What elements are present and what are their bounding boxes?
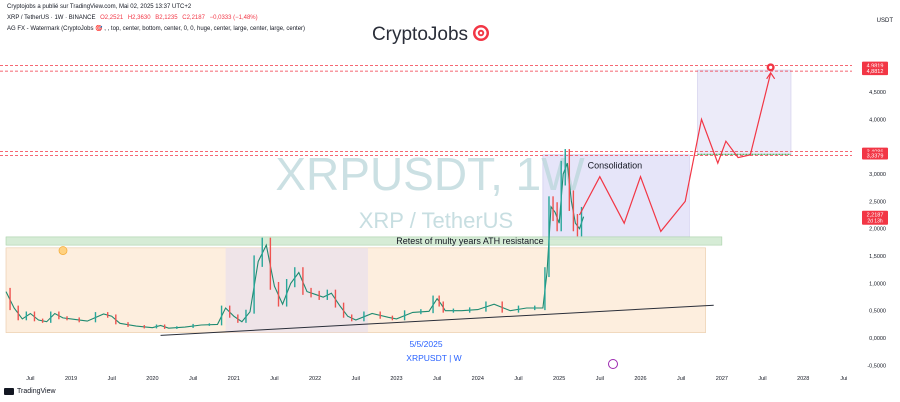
ohlc-close: C2,2187 xyxy=(182,15,205,21)
x-tick-label-11: 2024 xyxy=(472,376,484,382)
caption-date: 5/5/2025 xyxy=(409,339,442,349)
support-trendline xyxy=(160,304,714,336)
y-tick-label-4: 3,0000 xyxy=(869,172,886,178)
ohlc-low: B2,1235 xyxy=(155,15,178,21)
watermark-ticker: XRPUSDT, 1W xyxy=(275,148,585,200)
symbol-line: XRP / TetherUS · 1W · BINANCE O2,2521 H2… xyxy=(7,15,258,21)
ohlc-high: H2,3630 xyxy=(127,15,151,21)
x-tick-label-12: Juil xyxy=(514,376,522,382)
x-tick-label-6: Juil xyxy=(270,376,278,382)
x-tick-label-20: Jui xyxy=(840,376,847,382)
x-tick-label-8: Juil xyxy=(352,376,360,382)
level-tag-label-1: 4,8812 xyxy=(867,69,884,75)
x-tick-label-17: 2027 xyxy=(716,376,728,382)
currency-label: USDT xyxy=(877,18,894,24)
price-line xyxy=(5,162,585,329)
target-marker-inner xyxy=(769,65,773,69)
y-tick-label-2: 4,0000 xyxy=(869,117,886,123)
x-tick-label-18: Juil xyxy=(758,376,766,382)
tradingview-logo[interactable]: TradingView xyxy=(4,388,56,395)
level-tag-1 xyxy=(862,67,888,76)
current-price-label: 2,2187 xyxy=(867,213,884,219)
tradingview-icon xyxy=(4,388,14,395)
y-tick-label-8: 1,0000 xyxy=(869,281,886,287)
y-tick-label-6: 2,0000 xyxy=(869,227,886,233)
x-tick-label-2: Juil xyxy=(108,376,116,382)
x-tick-label-7: 2022 xyxy=(309,376,321,382)
x-tick-label-10: Juil xyxy=(433,376,441,382)
x-tick-label-1: 2019 xyxy=(65,376,77,382)
level-tag-label-0: 4,9819 xyxy=(867,64,884,70)
projection-arrow xyxy=(766,71,776,80)
y-tick-label-5: 2,5000 xyxy=(869,199,886,205)
x-tick-label-5: 2021 xyxy=(228,376,240,382)
range-start-marker xyxy=(58,246,68,255)
zone-ath-resistance xyxy=(5,236,723,246)
published-line: Cryptojobs a publié sur TradingView.com,… xyxy=(7,4,192,10)
ohlc-open: O2,2521 xyxy=(100,15,124,21)
x-tick-label-0: Juil xyxy=(26,376,34,382)
brand-name: CryptoJobs xyxy=(372,24,468,45)
y-tick-label-11: -0,5000 xyxy=(867,363,886,369)
x-tick-label-15: 2026 xyxy=(634,376,646,382)
x-tick-label-16: Juil xyxy=(677,376,685,382)
y-tick-label-1: 4,5000 xyxy=(869,90,886,96)
target-icon xyxy=(473,25,489,41)
x-tick-label-14: Juil xyxy=(596,376,604,382)
y-tick-label-7: 1,5000 xyxy=(869,254,886,260)
tradingview-label: TradingView xyxy=(17,388,56,395)
countdown-label: 2d 13h xyxy=(867,219,883,225)
projection-path xyxy=(578,72,772,233)
x-tick-label-9: 2023 xyxy=(390,376,402,382)
level-tag-3 xyxy=(862,151,888,160)
watermark-pair: XRP / TetherUS xyxy=(359,208,513,233)
current-price-tag xyxy=(862,210,888,225)
ohlc-change: −0,0333 (−1,48%) xyxy=(209,15,258,21)
consolidation-label: Consolidation xyxy=(588,161,643,171)
zone-previous-cycle xyxy=(225,247,368,333)
x-tick-label-19: 2028 xyxy=(797,376,809,382)
y-tick-label-10: 0,0000 xyxy=(869,336,886,342)
symbol-name[interactable]: XRP / TetherUS · 1W · BINANCE xyxy=(7,15,96,21)
resistance-label: Retest of multy years ATH resistance xyxy=(396,236,543,246)
level-tag-label-3: 3,3379 xyxy=(867,154,884,160)
y-tick-label-9: 0,5000 xyxy=(869,309,886,315)
event-marker-icon xyxy=(608,359,618,369)
x-tick-label-13: 2025 xyxy=(553,376,565,382)
x-tick-label-3: 2020 xyxy=(146,376,158,382)
indicator-line[interactable]: AG FX - Watermark (CryptoJobs 🎯 , , top,… xyxy=(7,26,306,32)
zone-target xyxy=(697,69,792,156)
x-tick-label-4: Juil xyxy=(189,376,197,382)
caption-symbol: XRPUSDT | W xyxy=(406,353,461,363)
